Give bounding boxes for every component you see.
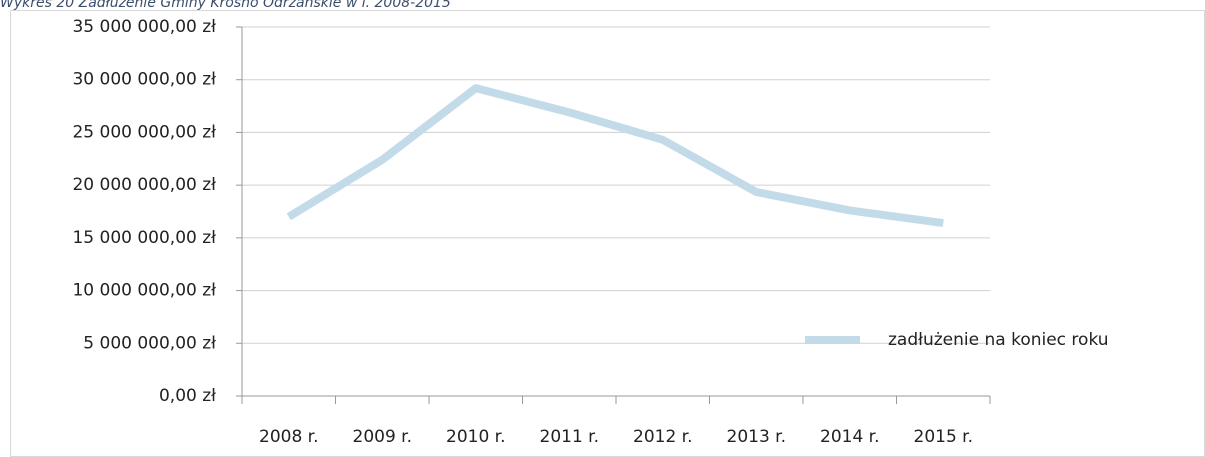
legend-label: zadłużenie na koniec roku (888, 330, 1109, 350)
chart-title: Wykres 20 Zadłużenie Gminy Krosno Odrzań… (0, 0, 451, 11)
x-tick-label: 2014 r. (820, 427, 880, 447)
y-tick-label: 10 000 000,00 zł (72, 281, 216, 301)
x-tick-label: 2013 r. (727, 427, 787, 447)
y-tick-label: 20 000 000,00 zł (72, 175, 216, 195)
y-tick-label: 5 000 000,00 zł (83, 333, 216, 353)
x-tick-label: 2009 r. (353, 427, 413, 447)
data-line (286, 84, 944, 228)
y-tick-label: 35 000 000,00 zł (72, 17, 216, 37)
x-tick-label: 2010 r. (446, 427, 506, 447)
y-tick-label: 0,00 zł (159, 386, 216, 406)
x-tick-label: 2011 r. (540, 427, 600, 447)
x-tick-label: 2012 r. (633, 427, 693, 447)
x-tick-label: 2015 r. (914, 427, 974, 447)
y-tick-label: 15 000 000,00 zł (72, 228, 216, 248)
y-tick-label: 30 000 000,00 zł (72, 70, 216, 90)
x-tick-label: 2008 r. (259, 427, 319, 447)
y-tick-label: 25 000 000,00 zł (72, 122, 216, 142)
